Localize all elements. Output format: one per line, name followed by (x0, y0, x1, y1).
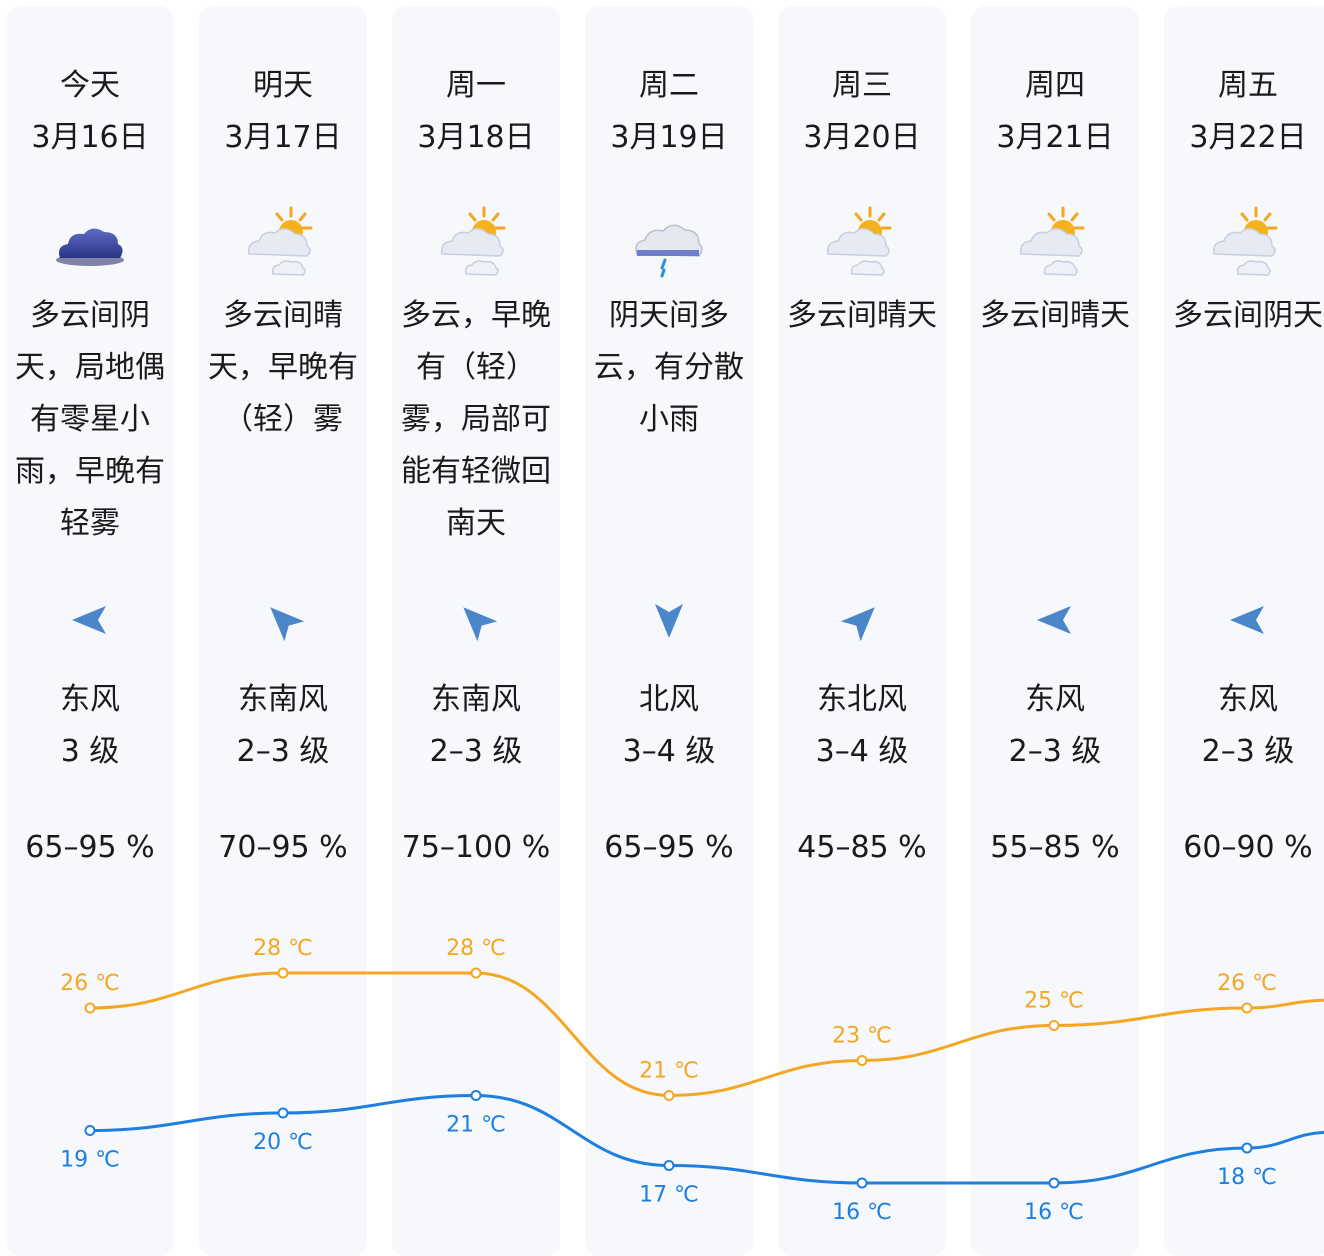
day-date: 3月18日 (417, 120, 535, 155)
humidity-range: 70–95 % (218, 830, 348, 865)
day-name: 周五 (1218, 68, 1278, 103)
wind-direction-icon (1230, 606, 1264, 634)
day-date: 3月22日 (1189, 120, 1307, 155)
cloud-rain-icon (635, 224, 703, 278)
wind-direction-icon (840, 607, 875, 642)
wind-direction: 东风 (1025, 682, 1085, 717)
weather-description: 阴天间多云，有分散小雨 (594, 298, 744, 437)
day-name: 周三 (832, 68, 892, 103)
day-column-0[interactable]: 今天 3月16日 多云间阴天，局地偶有零星小雨，早晚有轻雾 东风 3 级 65–… (6, 6, 174, 1256)
wind-direction-icon (655, 604, 683, 638)
partly-sunny-icon (440, 206, 506, 276)
day-date: 3月19日 (610, 120, 728, 155)
cloudy-dark-icon (56, 228, 124, 266)
wind-direction: 东南风 (238, 682, 328, 717)
wind-direction-icon (463, 607, 498, 642)
wind-level: 3–4 级 (622, 734, 716, 769)
partly-sunny-icon (1212, 206, 1278, 276)
wind-level: 2–3 级 (1008, 734, 1102, 769)
day-name: 周一 (446, 68, 506, 103)
humidity-range: 65–95 % (25, 830, 155, 865)
humidity-range: 60–90 % (1183, 830, 1313, 865)
weather-description: 多云，早晚有（轻）雾，局部可能有轻微回南天 (401, 298, 551, 541)
wind-level: 2–3 级 (236, 734, 330, 769)
day-date: 3月21日 (996, 120, 1114, 155)
day-column-6[interactable]: 周五 3月22日 多云间阴天 东风 2–3 级 60–90 % (1164, 6, 1324, 1256)
wind-level: 3 级 (60, 734, 120, 769)
wind-direction: 东风 (60, 682, 120, 717)
humidity-range: 45–85 % (797, 830, 927, 865)
partly-sunny-icon (1019, 206, 1085, 276)
weather-description: 多云间晴天 (787, 298, 937, 333)
day-date: 3月16日 (31, 120, 149, 155)
day-date: 3月17日 (224, 120, 342, 155)
wind-level: 3–4 级 (815, 734, 909, 769)
wind-level: 2–3 级 (1201, 734, 1295, 769)
humidity-range: 65–95 % (604, 830, 734, 865)
day-name: 周二 (639, 68, 699, 103)
day-column-5[interactable]: 周四 3月21日 多云间晴天 东风 2–3 级 55–85 % (971, 6, 1139, 1256)
wind-direction-icon (72, 606, 106, 634)
humidity-range: 75–100 % (401, 830, 551, 865)
wind-direction-icon (270, 607, 305, 642)
day-date: 3月20日 (803, 120, 921, 155)
day-name: 今天 (60, 68, 120, 103)
wind-direction-icon (1037, 606, 1071, 634)
wind-direction: 东南风 (431, 682, 521, 717)
humidity-range: 55–85 % (990, 830, 1120, 865)
partly-sunny-icon (826, 206, 892, 276)
day-column-1[interactable]: 明天 3月17日 多云间晴天，早晚有（轻）雾 东南风 2–3 级 70–95 % (199, 6, 367, 1256)
wind-direction: 北风 (639, 682, 699, 717)
partly-sunny-icon (247, 206, 313, 276)
weather-description: 多云间阴天，局地偶有零星小雨，早晚有轻雾 (15, 298, 165, 541)
wind-direction: 东北风 (817, 682, 907, 717)
weather-description: 多云间阴天 (1173, 298, 1323, 333)
day-name: 明天 (253, 68, 313, 103)
wind-level: 2–3 级 (429, 734, 523, 769)
day-name: 周四 (1025, 68, 1085, 103)
day-column-3[interactable]: 周二 3月19日 阴天间多云，有分散小雨 北风 3–4 级 65–95 % (585, 6, 753, 1256)
day-column-4[interactable]: 周三 3月20日 多云间晴天 东北风 3–4 级 45–85 % (778, 6, 946, 1256)
day-column-2[interactable]: 周一 3月18日 多云，早晚有（轻）雾，局部可能有轻微回南天 东南风 2–3 级… (392, 6, 560, 1256)
weather-description: 多云间晴天，早晚有（轻）雾 (208, 298, 358, 437)
weather-description: 多云间晴天 (980, 298, 1130, 333)
wind-direction: 东风 (1218, 682, 1278, 717)
